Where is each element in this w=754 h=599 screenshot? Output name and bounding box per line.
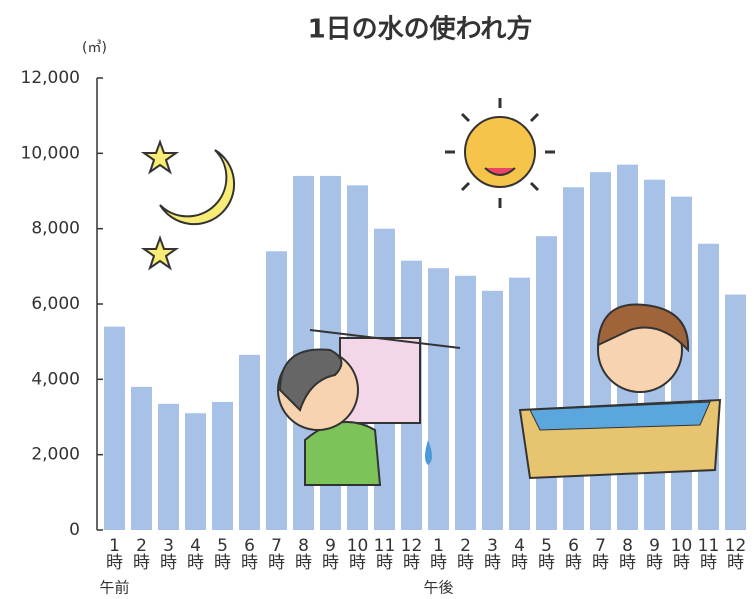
- bar: [482, 291, 503, 530]
- bar: [185, 413, 206, 530]
- chart: 1日の水の使われ方 (㎥) 0 2,000 4,000 6,000 8,000 10,00…: [0, 0, 754, 599]
- chart-title: 1日の水の使われ方: [308, 14, 533, 45]
- y-tick-label: 2,000: [31, 445, 80, 465]
- star: [144, 142, 176, 172]
- y-tick-label: 4,000: [31, 369, 80, 389]
- y-unit: (㎥): [82, 40, 107, 56]
- moon: [160, 150, 234, 224]
- y-tick-label: 10,000: [21, 143, 80, 163]
- bar: [104, 327, 125, 530]
- bar: [698, 244, 719, 530]
- bar: [455, 276, 476, 530]
- bar: [212, 402, 233, 530]
- y-tick-label: 0: [69, 520, 80, 540]
- y-tick-label: 8,000: [31, 219, 80, 239]
- group-label: 午前: [99, 579, 129, 597]
- bar: [509, 278, 530, 530]
- bar: [725, 295, 746, 530]
- bar: [239, 355, 260, 530]
- sun: [465, 117, 535, 187]
- bar: [428, 268, 449, 530]
- bar: [158, 404, 179, 530]
- bar: [536, 236, 557, 530]
- group-label: 午後: [423, 579, 453, 597]
- y-tick-label: 6,000: [31, 294, 80, 314]
- bar: [131, 387, 152, 530]
- star: [144, 238, 176, 268]
- person-body: [305, 422, 380, 485]
- y-tick-label: 12,000: [21, 68, 80, 88]
- bar: [563, 187, 584, 530]
